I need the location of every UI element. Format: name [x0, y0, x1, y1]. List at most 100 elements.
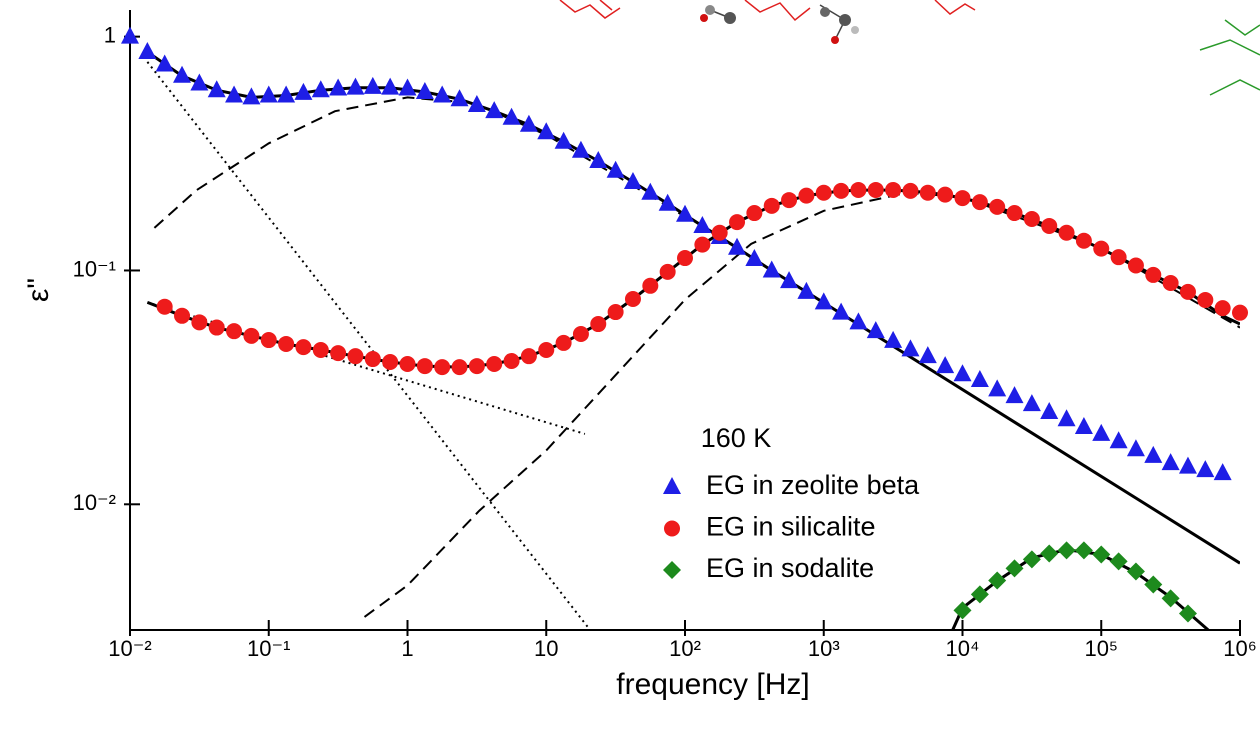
circle-marker — [278, 336, 294, 352]
circle-marker — [850, 182, 866, 198]
triangle-marker — [624, 172, 642, 189]
circle-marker — [243, 328, 259, 344]
circle-marker — [625, 291, 641, 307]
circle-marker — [365, 351, 381, 367]
diamond-marker — [1075, 541, 1093, 559]
diamond-marker — [1023, 550, 1041, 568]
triangle-marker — [1196, 460, 1214, 477]
triangle-marker — [641, 183, 659, 200]
x-tick-label: 10² — [669, 636, 701, 661]
circle-marker — [1024, 211, 1040, 227]
triangle-marker — [1006, 386, 1024, 403]
triangle-marker — [1092, 424, 1110, 441]
circle-marker — [677, 250, 693, 266]
circle-marker — [521, 348, 537, 364]
molecule-sketch — [560, 0, 1260, 95]
triangle-marker — [1023, 394, 1041, 411]
circle-marker — [556, 335, 572, 351]
circle-marker — [191, 314, 207, 330]
y-tick-label: 10⁻¹ — [73, 256, 116, 281]
circle-marker — [313, 342, 329, 358]
legend-marker — [664, 521, 680, 537]
circle-marker — [868, 182, 884, 198]
circle-marker — [295, 339, 311, 355]
plot-area — [147, 52, 1240, 630]
triangle-marker — [745, 249, 763, 266]
triangle-marker — [815, 292, 833, 309]
circle-marker — [226, 323, 242, 339]
circle-marker — [902, 183, 918, 199]
circle-marker — [590, 316, 606, 332]
circle-marker — [452, 359, 468, 375]
circle-marker — [573, 326, 589, 342]
triangle-marker — [260, 86, 278, 103]
triangle-marker — [1127, 439, 1145, 456]
triangle-marker — [1075, 417, 1093, 434]
circle-marker — [209, 320, 225, 336]
triangle-marker — [659, 194, 677, 211]
triangle-marker — [589, 151, 607, 168]
triangle-marker — [381, 78, 399, 95]
circle-marker — [417, 358, 433, 374]
circle-marker — [347, 348, 363, 364]
circle-marker — [1093, 241, 1109, 257]
circle-marker — [764, 198, 780, 214]
triangle-marker — [988, 379, 1006, 396]
triangle-marker — [399, 79, 417, 96]
circle-marker — [1007, 205, 1023, 221]
circle-marker — [798, 188, 814, 204]
triangle-marker — [780, 271, 798, 288]
circle-marker — [174, 308, 190, 324]
triangle-marker — [1144, 446, 1162, 463]
x-tick-label: 10⁶ — [1223, 636, 1257, 661]
triangle-marker — [1162, 453, 1180, 470]
circle-marker — [694, 237, 710, 253]
x-tick-label: 10⁻¹ — [247, 636, 290, 661]
x-tick-label: 10³ — [808, 636, 840, 661]
x-tick-label: 10⁵ — [1084, 636, 1118, 661]
circle-marker — [712, 225, 728, 241]
circle-marker — [746, 205, 762, 221]
circle-marker — [1197, 292, 1213, 308]
legend-label: EG in zeolite beta — [706, 470, 920, 500]
triangle-marker — [1110, 431, 1128, 448]
circle-marker — [400, 356, 416, 372]
circle-marker — [469, 358, 485, 374]
circle-marker — [885, 182, 901, 198]
circle-marker — [486, 356, 502, 372]
triangle-marker — [1058, 409, 1076, 426]
legend-label: EG in silicalite — [706, 512, 876, 542]
triangle-marker — [797, 282, 815, 299]
x-tick-label: 10⁻² — [108, 636, 151, 661]
triangle-marker — [138, 42, 156, 59]
circle-marker — [1076, 233, 1092, 249]
triangle-marker — [121, 27, 139, 44]
fit-curve — [147, 190, 1240, 367]
triangle-marker — [1214, 463, 1232, 480]
legend-marker — [663, 561, 681, 579]
triangle-marker — [936, 356, 954, 373]
x-tick-label: 10⁴ — [946, 636, 980, 661]
circle-marker — [642, 278, 658, 294]
circle-marker — [781, 192, 797, 208]
circle-marker — [538, 342, 554, 358]
triangle-marker — [954, 364, 972, 381]
y-tick-label: 1 — [104, 22, 116, 47]
circle-marker — [434, 359, 450, 375]
circle-marker — [504, 353, 520, 369]
circle-marker — [608, 304, 624, 320]
circle-marker — [1180, 284, 1196, 300]
triangle-marker — [901, 339, 919, 356]
circle-marker — [330, 345, 346, 361]
circle-marker — [660, 264, 676, 280]
y-axis-title: ε" — [22, 278, 55, 302]
circle-marker — [833, 183, 849, 199]
x-axis-title: frequency [Hz] — [616, 668, 809, 701]
fit-curve — [154, 97, 685, 228]
circle-marker — [972, 194, 988, 210]
triangle-marker — [728, 238, 746, 255]
diamond-marker — [1040, 544, 1058, 562]
fit-curve — [147, 52, 1240, 563]
triangle-marker — [763, 260, 781, 277]
circle-marker — [382, 354, 398, 370]
